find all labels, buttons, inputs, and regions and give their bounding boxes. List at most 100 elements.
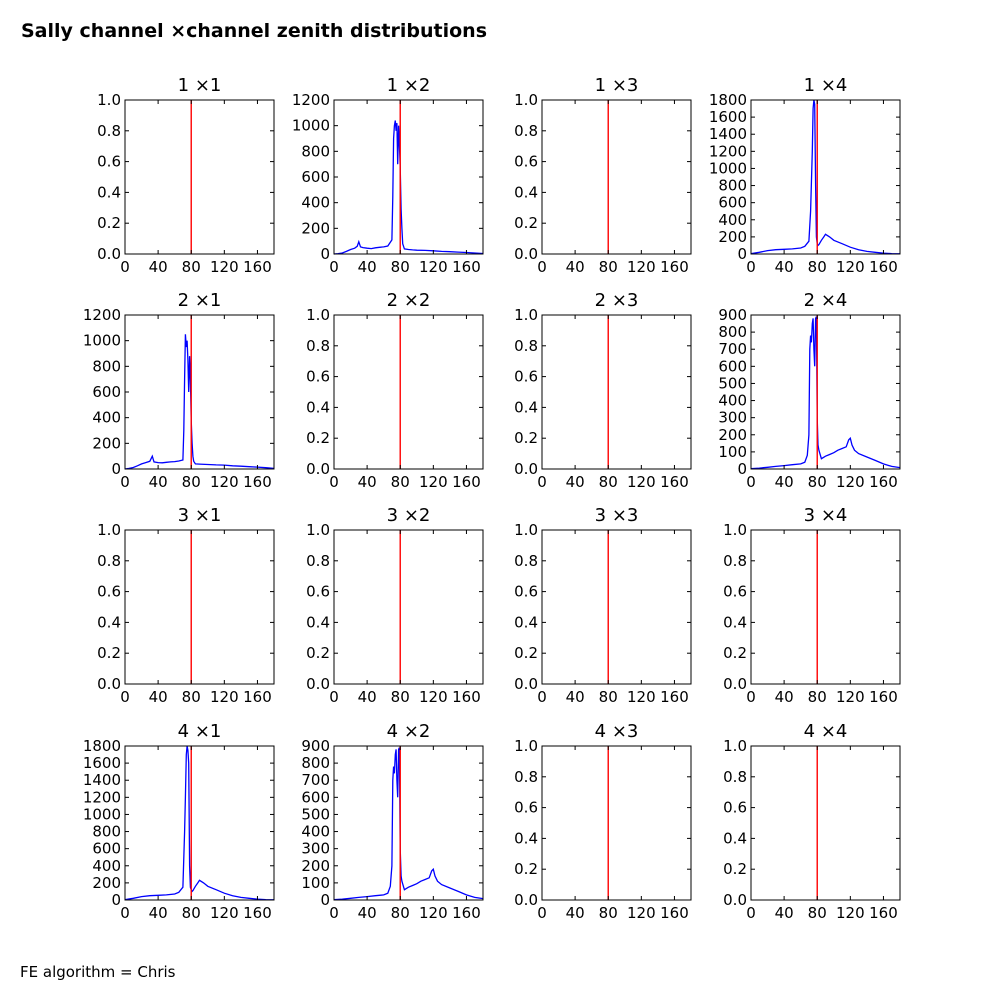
y-tick-label: 400 (718, 392, 747, 410)
panel-1-3: 1 ×3 0 40 80 120 160 0.0 0.2 0.4 0.6 0.8 1.0 (514, 75, 692, 276)
histogram-line (333, 747, 484, 901)
y-tick-label: 0.0 (97, 675, 121, 693)
y-tick-label: 0.2 (514, 214, 538, 232)
y-tick-label: 0.8 (723, 768, 747, 786)
y-tick-label: 1400 (709, 125, 747, 143)
x-tick-label: 0 (746, 688, 756, 706)
y-tick-label: 400 (301, 823, 330, 841)
y-tick-label: 0 (737, 245, 747, 263)
panel-title: 4 ×4 (804, 721, 848, 742)
y-tick-label: 800 (92, 357, 121, 375)
y-tick-label: 1200 (292, 91, 330, 109)
x-tick-label: 120 (210, 688, 239, 706)
axes-frame (124, 99, 275, 255)
y-tick-label: 1400 (83, 771, 121, 789)
x-tick-label: 80 (808, 904, 827, 922)
x-tick-label: 0 (537, 473, 547, 491)
x-tick-label: 0 (537, 904, 547, 922)
x-tick-label: 120 (419, 473, 448, 491)
axes-frame (541, 529, 692, 685)
panel-4-4: 4 ×4 0 40 80 120 160 0.0 0.2 0.4 0.6 0.8 1.0 (723, 721, 901, 922)
x-tick-label: 80 (808, 258, 827, 276)
y-tick-label: 0.2 (723, 860, 747, 878)
y-tick-label: 0.6 (97, 583, 121, 601)
x-tick-label: 120 (836, 258, 865, 276)
x-tick-label: 40 (566, 904, 585, 922)
y-tick-label: 0.8 (306, 337, 330, 355)
y-tick-label: 400 (92, 409, 121, 427)
x-tick-label: 120 (210, 473, 239, 491)
panel-3-2: 3 ×2 0 40 80 120 160 0.0 0.2 0.4 0.6 0.8 1.0 (306, 505, 484, 706)
y-tick-label: 0.4 (97, 613, 121, 631)
y-tick-label: 500 (718, 374, 747, 392)
x-tick-label: 160 (869, 473, 898, 491)
x-tick-label: 120 (419, 258, 448, 276)
panel-2-1: 2 ×1 0 40 80 120 160 0 200 400 600 800 1000 1200 (83, 290, 275, 491)
axes-frame (333, 314, 484, 470)
x-tick-label: 120 (419, 688, 448, 706)
x-tick-label: 120 (627, 904, 656, 922)
panel-title: 1 ×2 (387, 75, 431, 96)
x-tick-label: 160 (452, 904, 481, 922)
y-tick-label: 200 (718, 426, 747, 444)
y-tick-label: 0.6 (514, 583, 538, 601)
x-tick-label: 40 (358, 688, 377, 706)
x-tick-label: 160 (869, 688, 898, 706)
y-tick-label: 200 (301, 219, 330, 237)
x-tick-label: 40 (149, 258, 168, 276)
axes-frame (124, 745, 275, 901)
y-tick-label: 0.4 (97, 183, 121, 201)
x-tick-label: 160 (452, 258, 481, 276)
y-tick-label: 1600 (709, 108, 747, 126)
y-tick-label: 1200 (83, 306, 121, 324)
y-tick-label: 0.6 (97, 153, 121, 171)
x-tick-label: 40 (358, 473, 377, 491)
x-tick-label: 80 (391, 473, 410, 491)
y-tick-label: 900 (301, 737, 330, 755)
y-tick-label: 300 (718, 409, 747, 427)
x-tick-label: 80 (391, 688, 410, 706)
panel-3-4: 3 ×4 0 40 80 120 160 0.0 0.2 0.4 0.6 0.8 1.0 (723, 505, 901, 706)
y-tick-label: 800 (92, 823, 121, 841)
panel-title: 3 ×3 (595, 505, 639, 526)
y-tick-label: 0.4 (306, 613, 330, 631)
x-tick-label: 80 (182, 258, 201, 276)
panel-4-1: 4 ×10 40 80 120 1600200400600800100012001400… (83, 721, 275, 922)
x-tick-label: 160 (243, 688, 272, 706)
y-tick-label: 0 (111, 460, 121, 478)
panel-title: 2 ×3 (595, 290, 639, 311)
y-tick-label: 0.2 (97, 644, 121, 662)
y-tick-label: 600 (92, 840, 121, 858)
x-tick-label: 160 (869, 258, 898, 276)
y-tick-label: 0.8 (97, 122, 121, 140)
panel-1-4: 1 ×40 40 80 120 1600200400600800100012001400… (709, 75, 901, 276)
y-tick-label: 0.2 (306, 429, 330, 447)
x-tick-label: 0 (329, 688, 339, 706)
y-tick-label: 400 (718, 211, 747, 229)
x-tick-label: 40 (149, 473, 168, 491)
x-tick-label: 80 (391, 258, 410, 276)
y-tick-label: 0.8 (514, 768, 538, 786)
axes-frame (750, 99, 901, 255)
axes-frame (750, 314, 901, 470)
y-tick-label: 600 (718, 357, 747, 375)
y-tick-label: 0.0 (514, 460, 538, 478)
y-tick-label: 0.0 (723, 675, 747, 693)
y-tick-label: 800 (718, 177, 747, 195)
y-tick-label: 0.6 (306, 368, 330, 386)
panel-title: 4 ×3 (595, 721, 639, 742)
x-tick-label: 40 (775, 688, 794, 706)
x-tick-label: 160 (452, 688, 481, 706)
x-tick-label: 160 (452, 473, 481, 491)
axes-frame (541, 745, 692, 901)
y-tick-label: 1000 (83, 805, 121, 823)
y-tick-label: 0.8 (514, 552, 538, 570)
y-tick-label: 0.4 (514, 183, 538, 201)
panel-title: 2 ×1 (178, 290, 222, 311)
x-tick-label: 40 (775, 258, 794, 276)
x-tick-label: 80 (182, 904, 201, 922)
y-tick-label: 0.8 (514, 337, 538, 355)
histogram-line (124, 745, 275, 901)
y-tick-label: 0.2 (97, 214, 121, 232)
x-tick-label: 40 (358, 904, 377, 922)
